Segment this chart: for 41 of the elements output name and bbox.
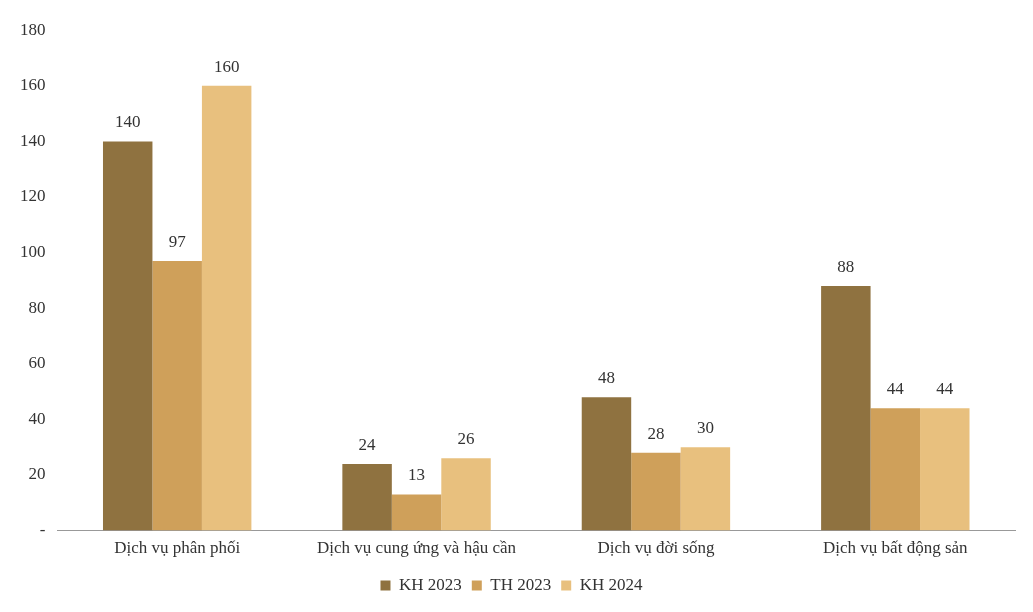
data-label: 44 [936, 379, 954, 399]
legend-label: KH 2023 [398, 574, 462, 594]
bar [631, 452, 681, 531]
y-tick-label: - [39, 520, 46, 540]
bar [821, 285, 871, 531]
bar [152, 260, 202, 531]
x-tick-label: Dịch vụ bất động sản [823, 538, 969, 558]
y-tick-label: 80 [28, 297, 46, 317]
y-tick-label: 120 [20, 186, 46, 206]
bar [680, 447, 731, 531]
data-label: 28 [647, 423, 665, 443]
data-label: 48 [597, 368, 615, 388]
y-tick-label: 40 [28, 408, 46, 428]
legend-label: TH 2023 [490, 574, 552, 594]
data-label: 24 [358, 434, 377, 454]
bar [441, 458, 491, 531]
y-tick-label: 180 [20, 19, 46, 39]
bar [201, 85, 252, 531]
y-tick-label: 160 [20, 75, 46, 95]
data-label: 140 [114, 112, 141, 132]
bar [391, 494, 442, 531]
x-tick-label: Dịch vụ cung ứng và hậu cần [317, 538, 517, 558]
x-tick-label: Dịch vụ đời sống [597, 538, 715, 558]
bar [920, 408, 970, 531]
data-label: 13 [408, 465, 426, 485]
y-tick-label: 20 [28, 464, 46, 484]
y-tick-label: 100 [20, 242, 46, 262]
y-tick-label: 60 [28, 353, 46, 373]
data-label: 26 [457, 429, 475, 449]
data-label: 44 [886, 379, 905, 399]
bar [870, 408, 921, 531]
bar [581, 397, 632, 531]
data-label: 97 [168, 231, 187, 251]
legend-label: KH 2024 [579, 574, 644, 594]
bar [342, 463, 392, 531]
data-label: 30 [696, 418, 714, 438]
data-label: 88 [837, 256, 855, 276]
y-tick-label: 140 [20, 130, 46, 150]
bar [102, 141, 153, 531]
x-tick-label: Dịch vụ phân phối [114, 538, 241, 558]
data-label: 160 [213, 56, 240, 76]
